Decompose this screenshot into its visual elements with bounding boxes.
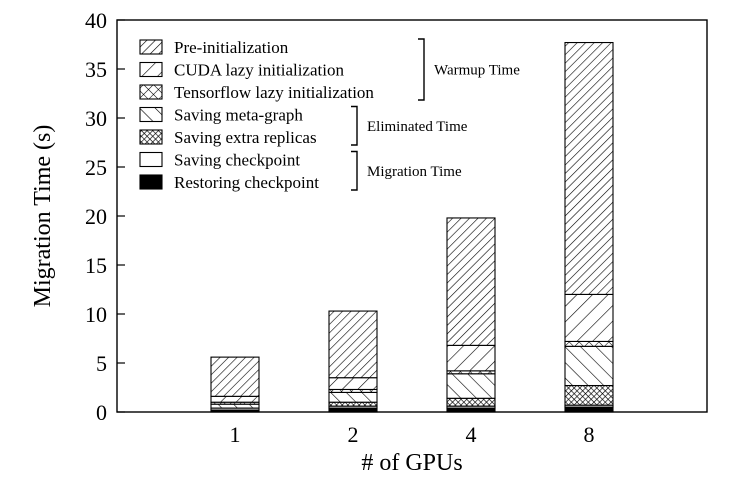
y-tick-label: 30 — [85, 106, 107, 131]
x-axis-ticks: 1 2 4 8 — [230, 405, 595, 447]
legend-swatch-saving-checkpoint — [139, 151, 163, 168]
legend-label-pre-initialization: Pre-initialization — [174, 38, 289, 57]
bar-segment-pre-initialization — [446, 217, 496, 346]
bar-segment-restoring-checkpoint — [564, 406, 614, 413]
legend-swatch-saving-extra-replicas — [139, 129, 163, 145]
y-tick-label: 5 — [96, 351, 107, 376]
group-label-warmup-time: Warmup Time — [434, 63, 520, 79]
legend-swatch-tensorflow-lazy-initialization — [139, 84, 163, 100]
group-label-eliminated-time: Eliminated Time — [367, 119, 468, 135]
y-axis-label: Migration Time (s) — [30, 125, 56, 308]
y-tick-label: 35 — [85, 57, 107, 82]
legend-label-tensorflow-lazy-initialization: Tensorflow lazy initialization — [174, 83, 374, 102]
legend-label-saving-checkpoint: Saving checkpoint — [174, 151, 300, 170]
legend-swatch-cuda-lazy-initialization — [139, 61, 163, 78]
bar-segment-cuda-lazy-initialization — [564, 293, 614, 342]
bar-segment-pre-initialization — [564, 41, 614, 295]
bar-segment-saving-meta-graph — [564, 345, 614, 387]
legend-label-saving-extra-replicas: Saving extra replicas — [174, 128, 317, 147]
bar-segment-cuda-lazy-initialization — [328, 377, 378, 391]
x-axis-label: # of GPUs — [361, 450, 462, 476]
bar-segment-saving-meta-graph — [210, 403, 260, 409]
legend-swatch-pre-initialization — [139, 39, 163, 55]
bar-segment-saving-meta-graph — [328, 391, 378, 403]
y-axis-ticks: 0 5 10 15 20 25 30 35 40 — [85, 8, 125, 425]
x-tick-label: 4 — [466, 422, 477, 447]
bar-segment-tensorflow-lazy-initialization — [564, 340, 614, 347]
x-tick-label: 2 — [348, 422, 359, 447]
legend-swatch-restoring-checkpoint — [139, 174, 163, 190]
bar-segment-saving-extra-replicas — [446, 397, 496, 407]
bar-segment-saving-extra-replicas — [564, 384, 614, 406]
legend-label-cuda-lazy-initialization: CUDA lazy initialization — [174, 61, 344, 80]
legend-groups: Warmup Time Eliminated Time Migration Time — [351, 38, 520, 191]
y-tick-label: 15 — [85, 253, 107, 278]
bar-segment-pre-initialization — [210, 356, 260, 397]
bar-segment-saving-extra-replicas — [328, 401, 378, 407]
legend-label-restoring-checkpoint: Restoring checkpoint — [174, 173, 319, 192]
bar-segment-cuda-lazy-initialization — [446, 344, 496, 372]
group-bracket-migration-time — [351, 150, 358, 191]
bar-segment-cuda-lazy-initialization — [210, 395, 260, 403]
y-tick-label: 40 — [85, 8, 107, 33]
y-tick-label: 20 — [85, 204, 107, 229]
y-tick-label: 0 — [96, 400, 107, 425]
legend: Pre-initialization CUDA lazy initializati… — [139, 38, 374, 192]
y-tick-label: 10 — [85, 302, 107, 327]
group-bracket-eliminated-time — [351, 105, 358, 146]
bars — [210, 41, 614, 413]
bar-segment-pre-initialization — [328, 310, 378, 379]
group-label-migration-time: Migration Time — [367, 164, 462, 180]
x-tick-label: 8 — [584, 422, 595, 447]
group-bracket-warmup-time — [418, 38, 425, 101]
x-tick-label: 1 — [230, 422, 241, 447]
legend-label-saving-meta-graph: Saving meta-graph — [174, 106, 303, 125]
legend-swatch-saving-meta-graph — [139, 106, 163, 123]
y-tick-label: 25 — [85, 155, 107, 180]
plot-frame — [116, 19, 708, 413]
bar-segment-saving-meta-graph — [446, 373, 496, 399]
